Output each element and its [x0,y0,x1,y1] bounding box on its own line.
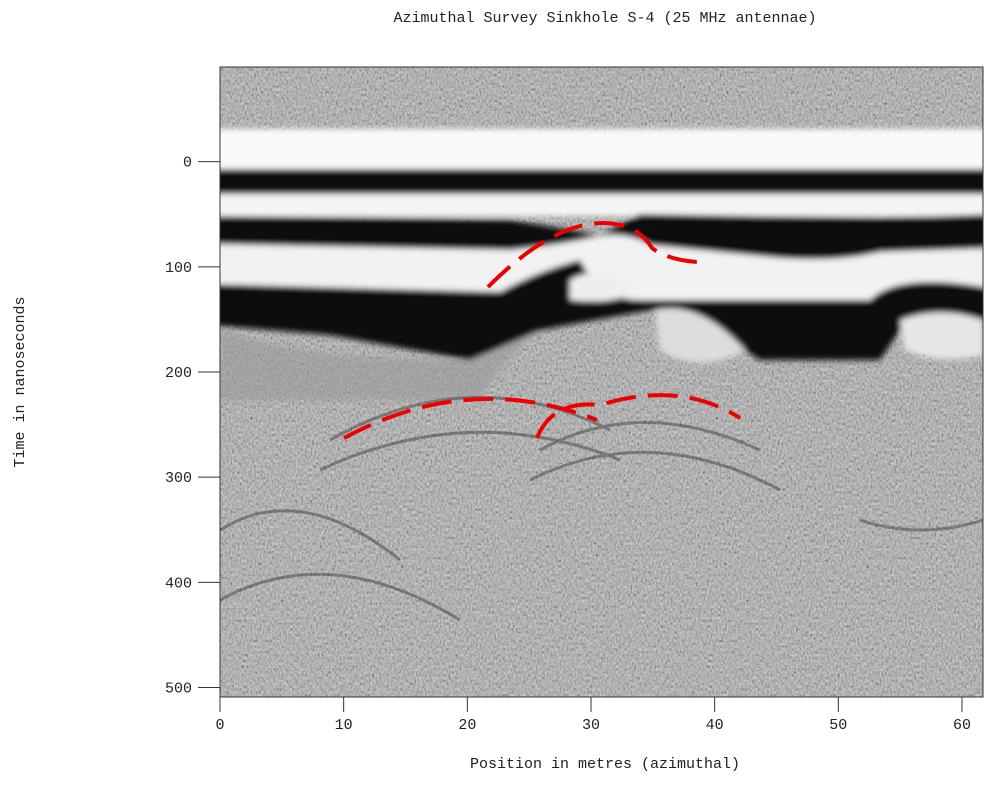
y-axis-label: Time in nanoseconds [12,296,29,467]
x-tick-label: 30 [582,717,600,734]
x-tick-label: 10 [335,717,353,734]
x-axis-label: Position in metres (azimuthal) [470,756,740,773]
radargram-image [220,67,983,697]
y-tick-label: 500 [165,681,192,698]
y-tick-label: 200 [165,365,192,382]
x-tick-label: 20 [458,717,476,734]
annotation-curve [343,396,598,440]
x-tick-label: 60 [953,717,971,734]
reflector-bands [220,129,983,400]
y-tick-label: 0 [183,155,192,172]
chart-title: Azimuthal Survey Sinkhole S-4 (25 MHz an… [393,10,816,27]
annotation-curve [535,393,742,439]
annotation-curve [486,221,698,289]
x-tick-label: 0 [215,717,224,734]
y-tick-label: 300 [165,470,192,487]
x-tick-label: 40 [706,717,724,734]
plot-frame [219,66,984,698]
y-tick-label: 100 [165,260,192,277]
x-tick-label: 50 [829,717,847,734]
y-tick-label: 400 [165,575,192,592]
hyperbolae [220,395,983,622]
